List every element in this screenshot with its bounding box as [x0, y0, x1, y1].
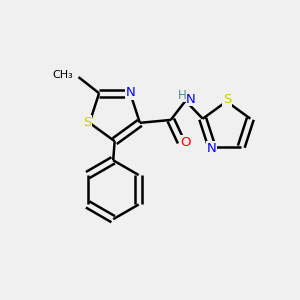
Text: S: S — [83, 116, 92, 129]
Text: CH₃: CH₃ — [52, 70, 73, 80]
Text: N: N — [186, 93, 196, 106]
Text: S: S — [223, 93, 231, 106]
Text: H: H — [178, 89, 186, 102]
Text: N: N — [126, 86, 136, 99]
Text: O: O — [180, 136, 191, 149]
Text: N: N — [206, 142, 216, 155]
